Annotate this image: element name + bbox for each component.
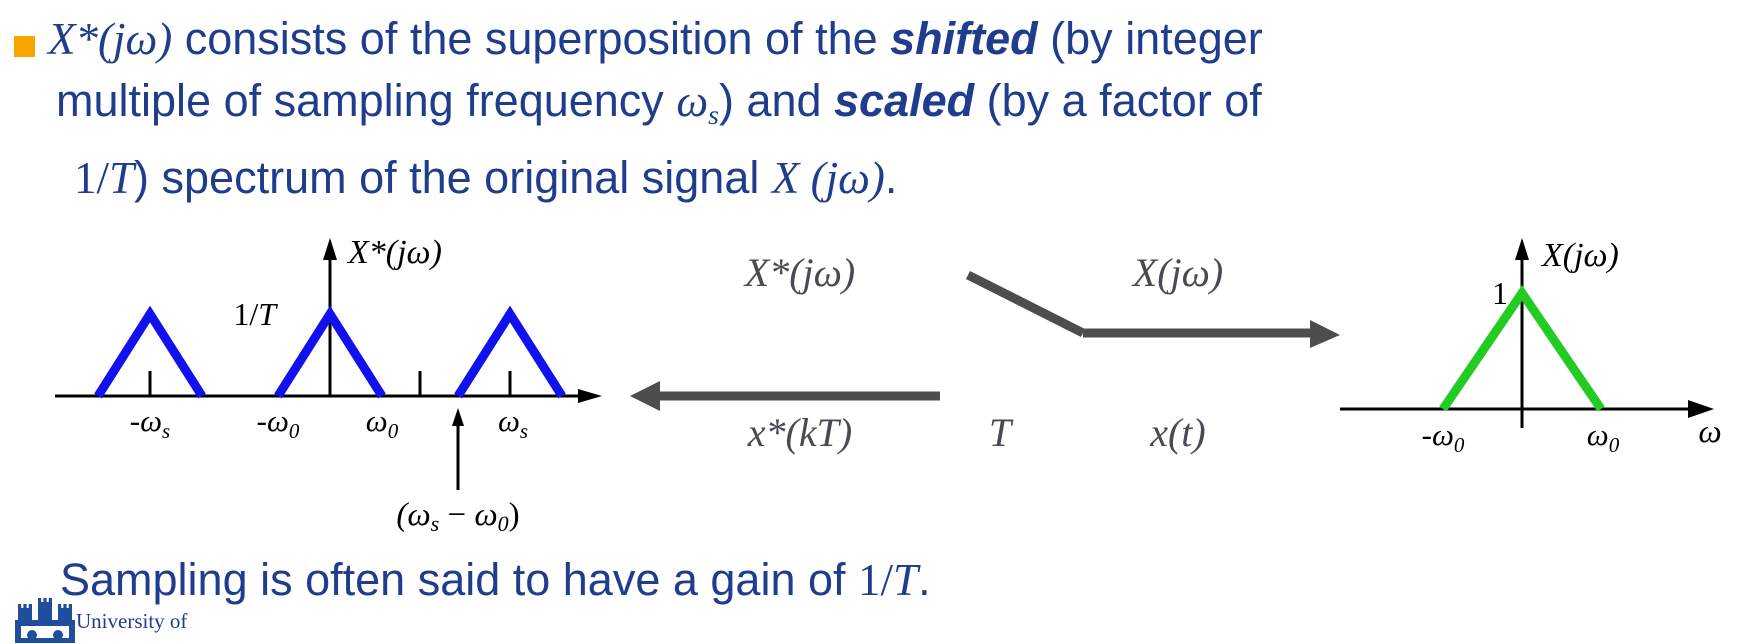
right-plot-x-axis-arrow	[1688, 400, 1714, 418]
bullet-line2-omega-subscript: s	[708, 99, 719, 131]
bullet-line3-text: ) spectrum of the original signal	[134, 151, 772, 203]
bottom-statement-T: T	[893, 555, 919, 605]
annotation-ws-minus-w0: (ωs − ω0)	[396, 497, 519, 536]
bottom-statement-text: Sampling is often said to have a gain of	[60, 554, 859, 605]
sampler-label-x-t: x(t)	[1149, 410, 1206, 455]
bullet-line1-tail: (by integer	[1037, 13, 1263, 64]
right-plot-peak-label: 1	[1492, 275, 1508, 311]
bullet-line2-mid: ) and	[718, 75, 835, 126]
logo-text: University of	[76, 610, 187, 632]
right-plot-tick-label-w0: ω0	[1587, 417, 1620, 457]
original-spectrum-plot: X(jω) 1 -ω0 ω0 ω	[1340, 237, 1722, 457]
left-plot-tick-label-ws: ωs	[498, 403, 528, 443]
bullet-line1-math: X*(jω)	[48, 14, 173, 64]
bottom-statement-gain: 1/T	[858, 555, 919, 605]
right-plot-axis-label: X(jω)	[1540, 237, 1619, 274]
switch-blade	[965, 270, 1086, 338]
sampler-switch: X*(jω) x*(kT) T X(jω) x(t)	[630, 250, 1223, 455]
right-plot-x-axis-label: ω	[1698, 414, 1721, 450]
triangle-replica-plus-ws	[454, 305, 566, 399]
left-plot-x-axis-arrow	[578, 389, 602, 403]
annotation-arrow-head	[452, 408, 464, 426]
bullet-square-icon	[14, 36, 35, 57]
left-plot-tick-label-minus-ws: -ωs	[130, 403, 170, 443]
bullet-line2-emphasis: scaled	[834, 75, 975, 126]
sampling-spectrum-figure: X*(jω) 1/T -ωs -ω0 ω0 ωs (ωs − ω0) X*(jω…	[0, 228, 1750, 548]
sampler-label-T: T	[989, 410, 1014, 455]
left-plot-peak-label: 1/T	[233, 296, 278, 332]
bullet-line3-gain: 1/T	[74, 152, 135, 203]
sampler-input-arrow-head	[1310, 320, 1340, 348]
sampler-label-Xstar-jw: X*(jω)	[743, 250, 855, 295]
castle-crest-icon	[15, 598, 75, 643]
bullet-line3-period: .	[884, 151, 898, 203]
university-logo: University of	[10, 596, 260, 644]
bottom-statement: Sampling is often said to have a gain of…	[60, 552, 931, 608]
bullet-line-2: multiple of sampling frequency ωs) and s…	[48, 70, 1738, 147]
bullet-line-1: X*(jω) consists of the superposition of …	[48, 8, 1738, 70]
bullet-line3-math: X (jω)	[771, 152, 885, 203]
left-plot-tick-label-w0: ω0	[366, 403, 399, 443]
left-plot-tick-label-minus-w0: -ω0	[257, 403, 300, 443]
bullet-text: X*(jω) consists of the superposition of …	[48, 8, 1738, 209]
left-plot-y-axis-arrow	[323, 238, 337, 260]
bullet-line1-emphasis: shifted	[890, 13, 1038, 64]
bullet-line2-omega: ω	[676, 76, 709, 126]
bullet-line3-T: T	[109, 152, 135, 203]
right-plot-tick-label-minus-w0: -ω0	[1422, 417, 1465, 457]
bullet-line2-text: multiple of sampling frequency	[56, 75, 677, 126]
bullet-line-3: 1/T) spectrum of the original signal X (…	[48, 147, 1738, 209]
bullet-line1-text: consists of the superposition of the	[172, 13, 891, 64]
left-plot-axis-label: X*(jω)	[346, 234, 442, 271]
sampler-left-arrow-head	[630, 381, 660, 411]
sampler-label-X-jw: X(jω)	[1131, 250, 1223, 295]
bottom-statement-period: .	[918, 554, 931, 605]
bullet-line2-tail: (by a factor of	[974, 75, 1262, 126]
triangle-replica-minus-ws	[94, 305, 206, 399]
triangle-original-spectrum	[1439, 285, 1605, 412]
sampler-label-xstar-kT: x*(kT)	[747, 410, 852, 455]
logo-text-line1: University of	[76, 609, 188, 633]
sampled-spectrum-plot: X*(jω) 1/T -ωs -ω0 ω0 ωs (ωs − ω0)	[55, 234, 602, 536]
triangle-baseband	[274, 305, 386, 399]
right-plot-y-axis-arrow	[1515, 238, 1529, 260]
